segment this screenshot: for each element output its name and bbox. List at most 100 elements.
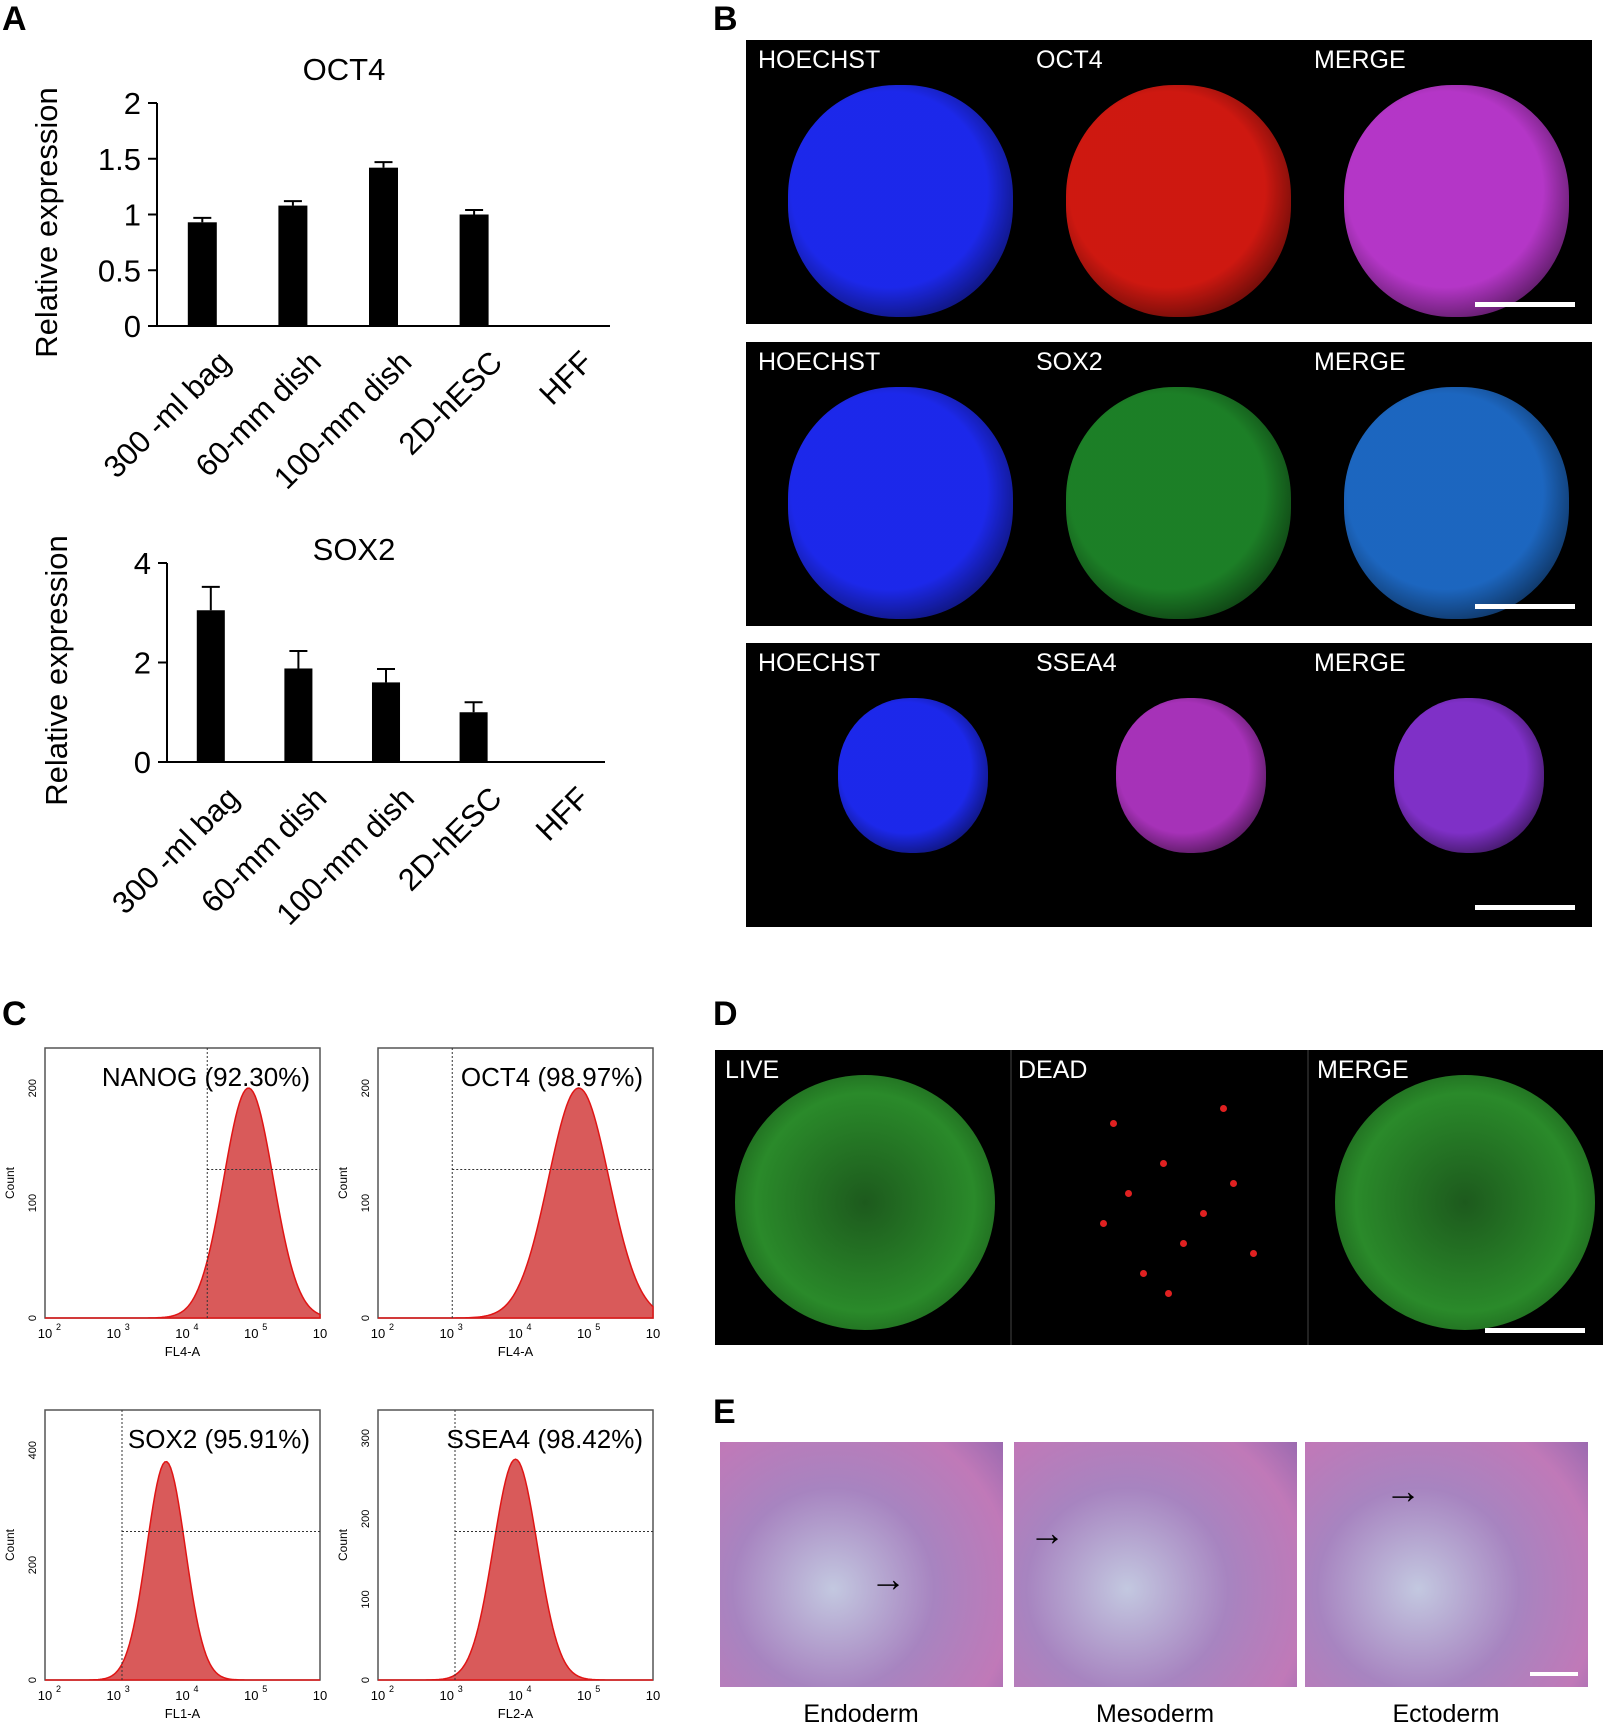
- dead-cell-dot: [1140, 1270, 1147, 1277]
- scale-bar: [1475, 905, 1575, 910]
- germ-layer-caption: Ectoderm: [1392, 1700, 1500, 1728]
- dead-label: DEAD: [1018, 1056, 1088, 1084]
- cell-colony-image: [1344, 85, 1569, 317]
- x-tick-exponent: 5: [262, 1684, 267, 1694]
- scale-bar: [1475, 302, 1575, 307]
- y-tick-label: 4: [134, 546, 151, 581]
- y-tick-label: 200: [360, 1510, 372, 1528]
- bar: [459, 214, 489, 326]
- x-tick-exponent: 4: [527, 1322, 532, 1332]
- histology-image: [1014, 1442, 1297, 1687]
- flow-histogram: SSEA4 (98.42%) Count 0 100 200 300 10 2 10 3 10 4 10…: [336, 1409, 660, 1721]
- y-tick-label: 0: [134, 745, 151, 780]
- x-tick-label: 10: [440, 1688, 454, 1703]
- scale-bar: [1485, 1328, 1585, 1333]
- cell-colony-image: [1116, 698, 1266, 853]
- panel-label-b: B: [713, 0, 738, 38]
- x-tick-label: 10: [38, 1688, 52, 1703]
- histology-image: [1305, 1442, 1588, 1687]
- x-tick-label: 10: [646, 1326, 660, 1341]
- histogram-peak: [45, 1460, 320, 1681]
- stain-label: SSEA4: [1036, 649, 1117, 677]
- x-tick-label: 10: [371, 1326, 385, 1341]
- flow-marker-label: NANOG (92.30%): [102, 1062, 310, 1092]
- x-axis-label: FL4-A: [498, 1344, 534, 1359]
- arrow-icon: →: [1385, 1470, 1421, 1511]
- dead-cell-dot: [1165, 1290, 1172, 1297]
- x-tick-label: 10: [244, 1326, 258, 1341]
- live-dead-image: LIVE DEAD MERGE: [715, 1050, 1603, 1345]
- y-tick-label: 0: [360, 1315, 372, 1321]
- x-tick-exponent: 4: [527, 1684, 532, 1694]
- x-tick-label: 10: [577, 1326, 591, 1341]
- bar: [284, 668, 313, 762]
- histogram-peak: [45, 1087, 321, 1319]
- bar: [278, 205, 308, 326]
- y-tick-label: 200: [27, 1079, 39, 1097]
- x-tick-exponent: 5: [595, 1684, 600, 1694]
- immunostaining-row: HOECHST SOX2 MERGE: [746, 342, 1592, 626]
- dead-cell-dot: [1220, 1105, 1227, 1112]
- dead-cell-dot: [1250, 1250, 1257, 1257]
- flow-marker-label: OCT4 (98.97%): [461, 1062, 643, 1092]
- y-tick-label: 1: [124, 198, 141, 233]
- x-tick-label: 10: [313, 1326, 327, 1341]
- x-tick-exponent: 3: [458, 1684, 463, 1694]
- bar: [187, 222, 217, 326]
- dead-cell-dot: [1180, 1240, 1187, 1247]
- cell-colony-image: [1066, 387, 1291, 619]
- y-tick-label: 300: [360, 1429, 372, 1447]
- y-tick-label: 100: [360, 1194, 372, 1212]
- immunostaining-row: HOECHST OCT4 MERGE: [746, 40, 1592, 324]
- x-axis-label: FL2-A: [498, 1706, 534, 1721]
- stain-label: OCT4: [1036, 46, 1103, 74]
- y-tick-label: 0: [27, 1315, 39, 1321]
- x-tick-exponent: 2: [56, 1684, 61, 1694]
- histology-image: [720, 1442, 1003, 1687]
- x-tick-label: 10: [38, 1326, 52, 1341]
- merge-spheroid: [1335, 1075, 1595, 1330]
- cell-colony-image: [1344, 387, 1569, 619]
- category-label: HFF: [532, 344, 599, 411]
- flow-histogram: OCT4 (98.97%)Count0100200102103104105106…: [336, 1047, 660, 1359]
- x-tick-exponent: 3: [125, 1684, 130, 1694]
- stain-label: MERGE: [1314, 348, 1406, 376]
- x-tick-exponent: 5: [595, 1322, 600, 1332]
- cell-colony-image: [788, 85, 1013, 317]
- panel-label-a: A: [2, 0, 27, 38]
- x-tick-label: 10: [440, 1326, 454, 1341]
- histogram-peak: [378, 1087, 654, 1319]
- cell-colony-image: [1394, 698, 1544, 853]
- x-tick-label: 10: [508, 1688, 522, 1703]
- live-label: LIVE: [725, 1056, 780, 1084]
- x-tick-label: 10: [646, 1688, 660, 1703]
- bar: [459, 712, 488, 762]
- chart-title: OCT4: [303, 52, 386, 87]
- stain-label: HOECHST: [758, 348, 881, 376]
- flow-histogram: NANOG (92.30%) Count 0 100 200 10 2 10 3 10 4 10 5 10…: [3, 1047, 327, 1359]
- y-axis-label: Count: [3, 1528, 17, 1561]
- x-tick-exponent: 2: [389, 1684, 394, 1694]
- dead-cell-dot: [1110, 1120, 1117, 1127]
- y-tick-label: 2: [134, 646, 151, 681]
- x-tick-exponent: 2: [56, 1322, 61, 1332]
- x-tick-exponent: 2: [389, 1322, 394, 1332]
- immunostaining-row: HOECHST SSEA4 MERGE: [746, 643, 1592, 927]
- x-tick-exponent: 4: [194, 1322, 199, 1332]
- x-axis-label: FL4-A: [165, 1344, 201, 1359]
- chart-title: SOX2: [313, 532, 396, 567]
- cell-colony-image: [1066, 85, 1291, 317]
- histogram-peak: [378, 1458, 653, 1681]
- flow-marker-label: SOX2 (95.91%): [128, 1424, 310, 1454]
- y-tick-label: 100: [27, 1194, 39, 1212]
- dead-cell-dot: [1100, 1220, 1107, 1227]
- bar: [371, 682, 401, 762]
- y-axis-label: Relative expression: [39, 535, 74, 806]
- x-tick-label: 10: [175, 1326, 189, 1341]
- y-tick-label: 0: [360, 1677, 372, 1683]
- x-tick-exponent: 4: [194, 1684, 199, 1694]
- flow-histogram: SOX2 (95.91%)Count0200400102103104105106…: [3, 1409, 327, 1721]
- x-tick-exponent: 3: [125, 1322, 130, 1332]
